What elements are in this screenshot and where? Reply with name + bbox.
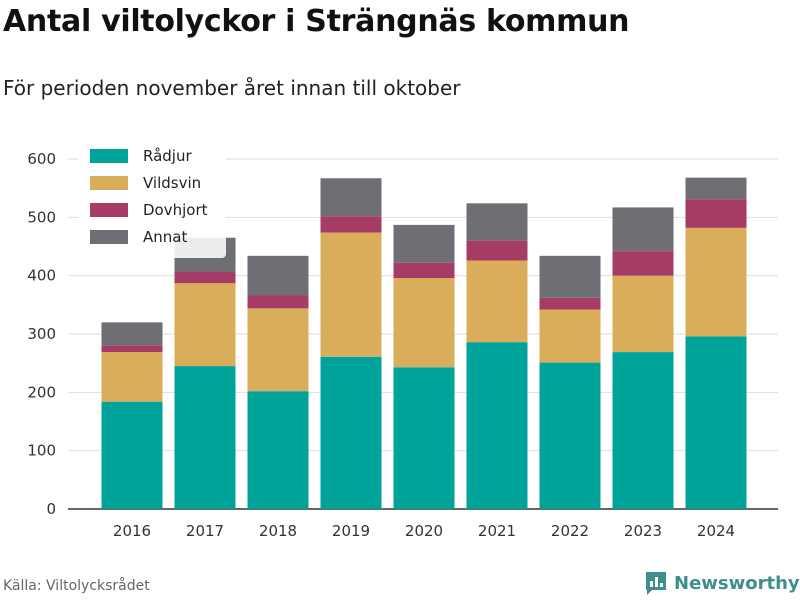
bar-segment-vildsvin-2016: [101, 352, 163, 402]
legend-label: Rådjur: [143, 147, 192, 165]
bar-segment-dovhjort-2016: [101, 345, 163, 353]
stacked-bar-chart: 0 100 200 300 400 500 600 2016 2017 2018 2019 2020…: [27, 140, 778, 540]
legend-label: Vildsvin: [143, 174, 201, 192]
bar-segment-annat-2024: [685, 177, 747, 200]
bar-segment-dovhjort-2023: [612, 251, 674, 276]
legend-background: [78, 140, 226, 258]
x-axis: 2016 2017 2018 2019 2020 2021 2022 2023 2024: [113, 522, 735, 540]
bar-segment-radjur-2016: [101, 401, 163, 509]
y-tick-label: 100: [27, 442, 56, 460]
bar-segment-radjur-2017: [174, 366, 236, 509]
x-tick-label: 2024: [697, 522, 735, 540]
x-tick-label: 2020: [405, 522, 443, 540]
bar-segment-annat-2023: [612, 207, 674, 252]
bar-segment-vildsvin-2022: [539, 309, 601, 363]
legend-swatch-dovhjort: [90, 203, 128, 217]
bar-segment-dovhjort-2020: [393, 262, 455, 278]
bar-segment-vildsvin-2018: [247, 308, 309, 392]
bar-segment-annat-2018: [247, 255, 309, 296]
brand-name: Newsworthy: [674, 572, 800, 594]
source-note: Källa: Viltolycksrådet: [3, 578, 150, 594]
x-tick-label: 2016: [113, 522, 151, 540]
bar-segment-vildsvin-2021: [466, 260, 528, 343]
bar-segment-radjur-2019: [320, 356, 382, 509]
bar-segment-dovhjort-2019: [320, 216, 382, 233]
bar-segment-vildsvin-2019: [320, 232, 382, 357]
legend-swatch-annat: [90, 230, 128, 244]
x-tick-label: 2023: [624, 522, 662, 540]
newsworthy-logo: Newsworthy: [644, 570, 800, 596]
x-tick-label: 2021: [478, 522, 516, 540]
bar-segment-vildsvin-2023: [612, 275, 674, 353]
x-tick-label: 2019: [332, 522, 370, 540]
bar-segment-vildsvin-2017: [174, 283, 236, 367]
bar-segment-annat-2020: [393, 224, 455, 263]
newsworthy-icon: [646, 572, 666, 595]
legend-swatch-vildsvin: [90, 176, 128, 190]
y-tick-label: 400: [27, 267, 56, 285]
bar-segment-annat-2016: [101, 322, 163, 346]
bar-segment-vildsvin-2024: [685, 227, 747, 337]
bar-segment-radjur-2024: [685, 336, 747, 509]
bar-segment-radjur-2018: [247, 391, 309, 509]
bar-segment-annat-2022: [539, 255, 601, 298]
bar-segment-radjur-2022: [539, 362, 601, 509]
y-tick-label: 300: [27, 325, 56, 343]
legend-swatch-radjur: [90, 149, 128, 163]
bar-segment-annat-2021: [466, 203, 528, 241]
bar-segment-dovhjort-2024: [685, 199, 747, 228]
bar-segment-vildsvin-2020: [393, 278, 455, 368]
legend-label: Annat: [143, 228, 187, 246]
y-tick-label: 600: [27, 150, 56, 168]
legend-label: Dovhjort: [143, 201, 208, 219]
bar-segment-dovhjort-2018: [247, 295, 309, 309]
bar-segment-dovhjort-2017: [174, 271, 236, 284]
bar-segment-radjur-2020: [393, 367, 455, 509]
bar-segment-dovhjort-2022: [539, 297, 601, 310]
x-tick-label: 2017: [186, 522, 224, 540]
bar-segment-annat-2019: [320, 178, 382, 217]
chart-title: Antal viltolyckor i Strängnäs kommun: [3, 4, 630, 39]
y-tick-label: 200: [27, 383, 56, 401]
bar-segment-dovhjort-2021: [466, 240, 528, 261]
bar-segment-radjur-2023: [612, 352, 674, 509]
legend: Rådjur Vildsvin Dovhjort Annat: [78, 140, 226, 258]
y-tick-label: 0: [46, 500, 56, 518]
bar-segment-radjur-2021: [466, 342, 528, 509]
chart-subtitle: För perioden november året innan till ok…: [3, 76, 461, 100]
x-tick-label: 2018: [259, 522, 297, 540]
x-tick-label: 2022: [551, 522, 589, 540]
y-tick-label: 500: [27, 208, 56, 226]
